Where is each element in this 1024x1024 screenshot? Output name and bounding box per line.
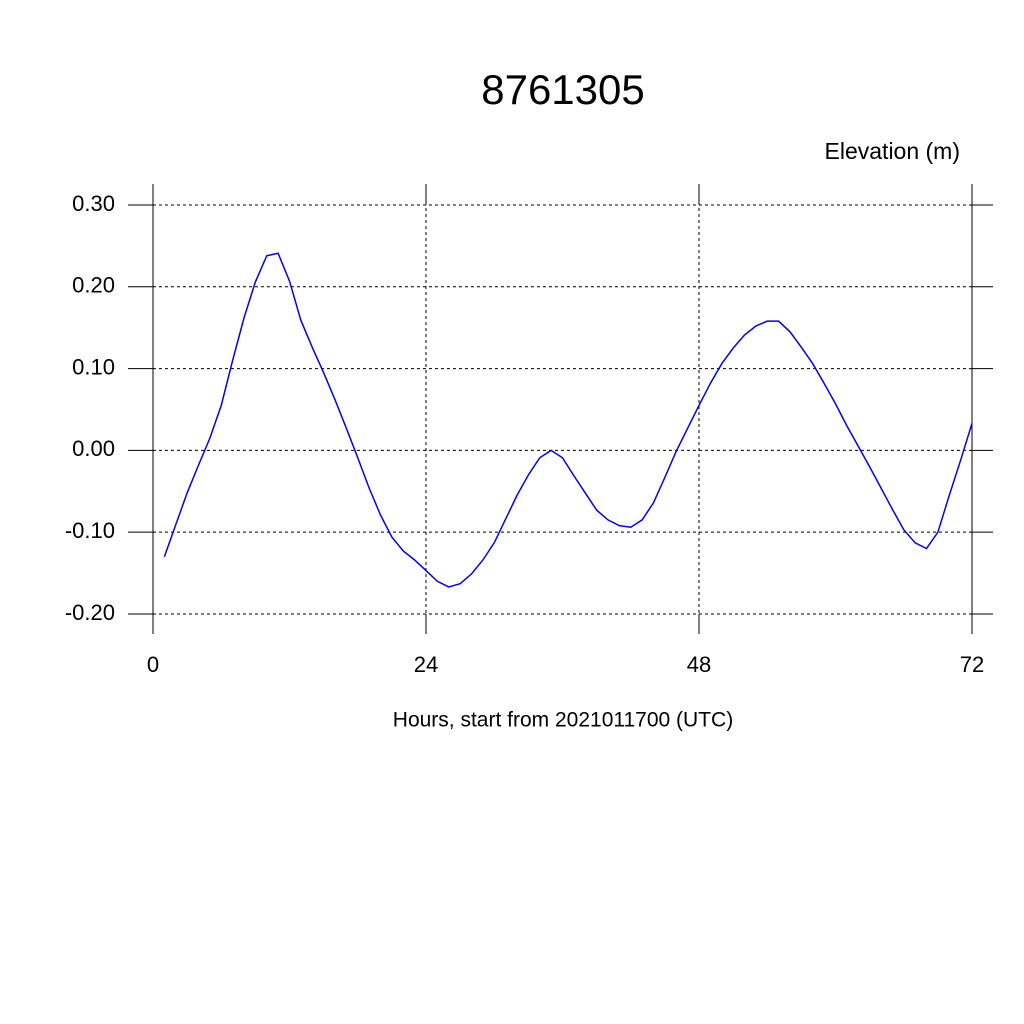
x-axis-label: Hours, start from 2021011700 (UTC) bbox=[393, 709, 733, 732]
y-tick-label: 0.30 bbox=[72, 191, 115, 216]
y-tick-label: -0.10 bbox=[65, 518, 115, 543]
y-tick-label: 0.20 bbox=[72, 273, 115, 298]
x-tick-label: 0 bbox=[147, 652, 159, 677]
y-tick-label: 0.00 bbox=[72, 436, 115, 461]
y-tick-label: -0.20 bbox=[65, 600, 115, 625]
x-tick-label: 24 bbox=[414, 652, 438, 677]
x-tick-label: 72 bbox=[960, 652, 984, 677]
y-axis-label: Elevation (m) bbox=[825, 138, 960, 164]
series-line bbox=[163, 252, 973, 588]
y-tick-label: 0.10 bbox=[72, 354, 115, 379]
x-tick-label: 48 bbox=[687, 652, 711, 677]
chart-title: 8761305 bbox=[481, 66, 645, 113]
